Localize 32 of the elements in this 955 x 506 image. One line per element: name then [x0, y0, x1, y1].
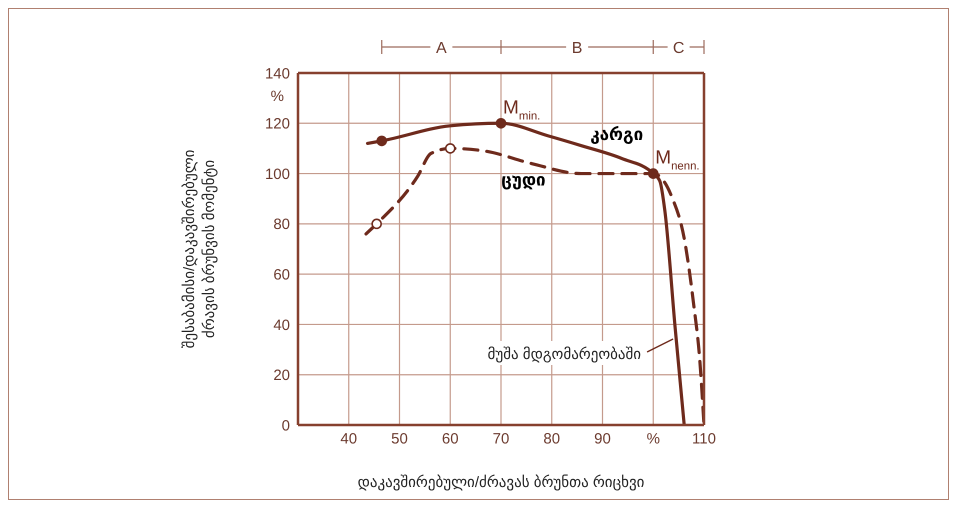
series-label: კარგი [590, 124, 644, 144]
annotation: M$_{min.}$ [503, 97, 540, 122]
x-tick-label: 80 [543, 430, 560, 448]
y-tick-label: 40 [273, 316, 290, 334]
x-tick-label: 90 [594, 430, 611, 448]
text: B [572, 40, 582, 57]
point [648, 168, 659, 179]
text: % [270, 88, 284, 105]
annotation: მუშა მდგომარეობაში [488, 346, 642, 363]
y-tick-label: 140 [264, 65, 290, 82]
y-tick-label: 80 [273, 216, 290, 234]
text: A [436, 40, 448, 57]
x-tick-label: 70 [492, 430, 510, 448]
y-tick-label: 100 [264, 166, 290, 183]
point [371, 218, 382, 230]
y-tick-label: 60 [273, 266, 290, 284]
x-tick-label: 110 [692, 430, 716, 448]
x-tick-label: 40 [340, 430, 358, 448]
y-tick-label: 20 [273, 367, 290, 384]
x-axis-title: დაკავშირებული/ძრავას ბრუნთა რიცხვი [358, 474, 645, 491]
point [444, 143, 456, 154]
point [496, 118, 506, 129]
x-tick-label: 60 [442, 430, 459, 448]
y-axis-title: შესაბამისი/დაკავშირებული ძრავის ბრუნვის მომენტი [181, 149, 218, 348]
y-tick-label: 120 [264, 116, 290, 133]
x-tick-label: 50 [391, 430, 408, 448]
y-tick-label: 0 [282, 417, 290, 434]
series-label: ცუდი [501, 170, 546, 190]
text: C [672, 40, 684, 57]
point [376, 136, 388, 146]
x-tick-label: % [646, 430, 660, 448]
annotation: M$_{nenn.}$ [655, 148, 700, 173]
